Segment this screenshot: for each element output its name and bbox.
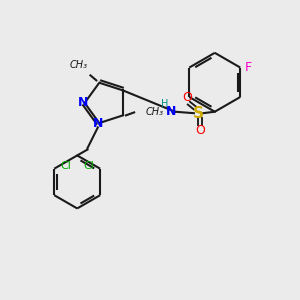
Text: O: O xyxy=(195,124,205,137)
Text: N: N xyxy=(165,105,176,118)
Text: H: H xyxy=(161,99,168,110)
Text: Cl: Cl xyxy=(60,161,71,171)
Text: N: N xyxy=(78,96,88,110)
Text: CH₃: CH₃ xyxy=(70,60,88,70)
Text: N: N xyxy=(93,117,103,130)
Text: S: S xyxy=(193,106,204,121)
Text: CH₃: CH₃ xyxy=(146,107,164,117)
Text: O: O xyxy=(182,92,192,104)
Text: F: F xyxy=(245,61,252,74)
Text: Cl: Cl xyxy=(83,161,94,171)
